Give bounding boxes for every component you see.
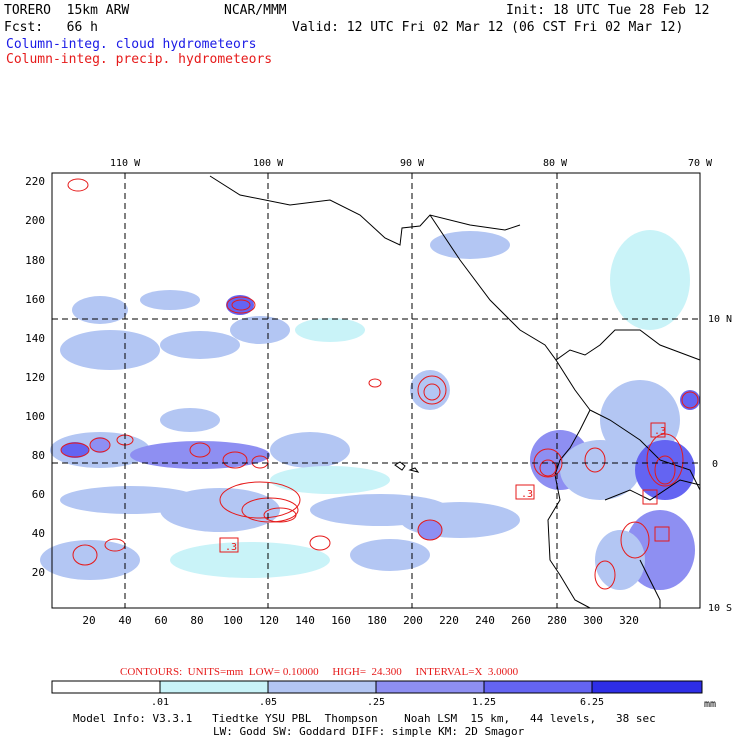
- precip-contours: [60, 178, 699, 590]
- colorbar-label: .05: [259, 697, 277, 708]
- lon-label: 100 W: [253, 158, 284, 169]
- x-tick: 200: [403, 614, 423, 627]
- field-precip-label: Column-integ. precip. hydrometeors: [6, 52, 273, 67]
- x-tick: 220: [439, 614, 459, 627]
- x-tick: 120: [259, 614, 279, 627]
- x-tick: 40: [118, 614, 131, 627]
- field-cloud-label: Column-integ. cloud hydrometeors: [6, 37, 257, 52]
- x-tick: 20: [82, 614, 95, 627]
- x-tick: 240: [475, 614, 495, 627]
- lon-label: 90 W: [400, 158, 425, 169]
- init-time: Init: 18 UTC Tue 28 Feb 12: [506, 3, 710, 18]
- y-tick: 200: [25, 214, 45, 227]
- y-tick: 160: [25, 293, 45, 306]
- colorbar-labels: .01 .05 .25 1.25 6.25 mm: [151, 697, 716, 710]
- y-tick: 20: [32, 566, 45, 579]
- x-tick: 140: [295, 614, 315, 627]
- contour-info: CONTOURS: UNITS=mm LOW= 0.10000 HIGH= 24…: [120, 666, 519, 678]
- marker-label: .3: [654, 426, 666, 437]
- y-tick: 220: [25, 175, 45, 188]
- colorbar-label: .25: [367, 697, 385, 708]
- x-tick: 260: [511, 614, 531, 627]
- y-tick: 40: [32, 527, 45, 540]
- lon-label: 80 W: [543, 158, 568, 169]
- map-frame: [51, 172, 701, 609]
- x-tick: 300: [583, 614, 603, 627]
- lat-label: 0: [712, 459, 718, 470]
- model-title: TORERO 15km ARW: [4, 3, 130, 18]
- marker-label: .3: [521, 489, 533, 500]
- lat-label: 10 N: [708, 314, 732, 325]
- colorbar-label: .01: [151, 697, 169, 708]
- colorbar-label: 1.25: [472, 697, 496, 708]
- x-tick: 160: [331, 614, 351, 627]
- x-tick: 320: [619, 614, 639, 627]
- x-tick: 80: [190, 614, 203, 627]
- forecast-hour: Fcst: 66 h: [4, 20, 98, 35]
- valid-time: Valid: 12 UTC Fri 02 Mar 12 (06 CST Fri …: [292, 20, 684, 35]
- x-tick: 180: [367, 614, 387, 627]
- y-tick: 140: [25, 332, 45, 345]
- marker-label: .3: [225, 542, 237, 553]
- y-tick: 80: [32, 449, 45, 462]
- marker-boxes: [219, 422, 670, 553]
- lon-label: 70 W: [688, 158, 713, 169]
- y-tick: 60: [32, 488, 45, 501]
- x-tick: 280: [547, 614, 567, 627]
- colorbar-label: 6.25: [580, 697, 604, 708]
- org-label: NCAR/MMM: [224, 3, 287, 18]
- model-info-line2: LW: Godd SW: Goddard DIFF: simple KM: 2D…: [213, 725, 525, 738]
- x-tick: 60: [154, 614, 167, 627]
- y-tick: 120: [25, 371, 45, 384]
- y-axis: 220 200 180 160 140 120 100 80 60 40 20: [25, 175, 45, 579]
- colorbar: [51, 680, 703, 694]
- y-tick: 180: [25, 254, 45, 267]
- lon-label: 110 W: [110, 158, 141, 169]
- lat-lon-grid: [52, 173, 700, 608]
- x-tick: 100: [223, 614, 243, 627]
- colorbar-unit: mm: [704, 699, 716, 710]
- x-axis: 20 40 60 80 100 120 140 160 180 200 220 …: [82, 614, 639, 627]
- cloud-field: [40, 230, 700, 590]
- model-info-line1: Model Info: V3.3.1 Tiedtke YSU PBL Thomp…: [73, 712, 656, 725]
- lat-label: 10 S: [708, 603, 732, 614]
- y-tick: 100: [25, 410, 45, 423]
